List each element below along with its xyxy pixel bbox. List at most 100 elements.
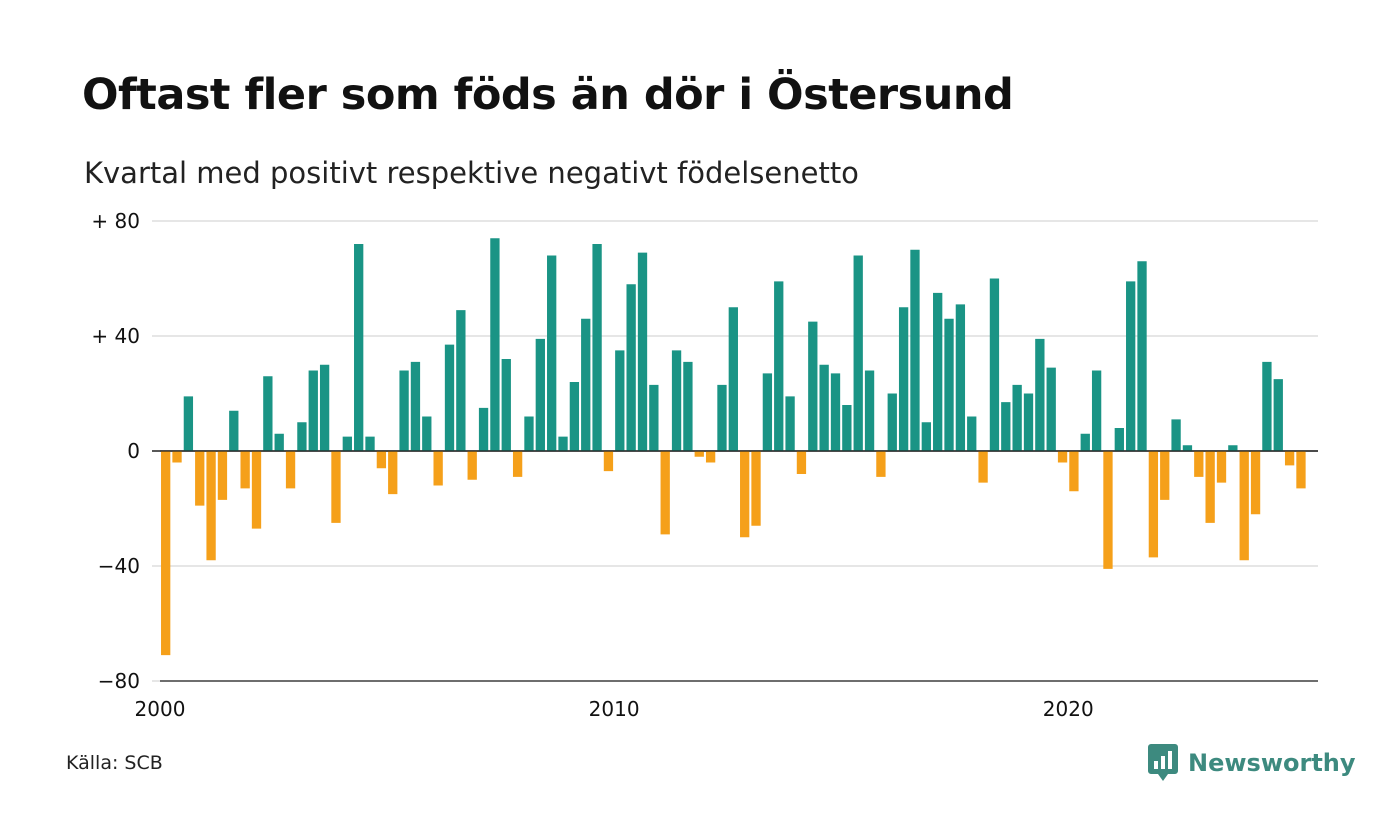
chart-title: Oftast fler som föds än dör i Östersund [82, 70, 1014, 120]
bar-positive [354, 244, 364, 451]
bar-positive [898, 307, 909, 451]
bar-negative [876, 451, 886, 477]
bar-positive [649, 384, 659, 452]
bar-positive [1171, 419, 1181, 452]
bar-negative [251, 451, 262, 529]
bar-positive [524, 416, 534, 451]
bar-negative [240, 451, 250, 489]
bar-positive [808, 321, 818, 452]
bar-positive [887, 393, 897, 451]
bar-positive [1080, 433, 1090, 451]
bar-positive [921, 422, 931, 451]
bar-positive [547, 255, 557, 451]
bar-negative [161, 451, 171, 656]
bar-positive [910, 249, 920, 451]
bar-negative [1069, 451, 1079, 492]
bar-positive [717, 384, 727, 452]
bar-positive [444, 344, 455, 452]
bar-positive [342, 436, 352, 452]
bar-positive [967, 416, 977, 451]
bar-positive [308, 370, 318, 451]
bar-negative [1103, 451, 1113, 569]
bar-positive [615, 350, 625, 452]
bar-positive [853, 255, 863, 451]
bar-positive [683, 361, 693, 452]
bar-negative [285, 451, 296, 489]
bar-positive [762, 373, 773, 452]
bar-negative [978, 451, 988, 483]
bar-negative [1250, 451, 1261, 515]
bar-positive [671, 350, 682, 452]
bar-positive [319, 364, 330, 451]
bar-negative [796, 451, 807, 474]
x-tick-label: 2010 [589, 697, 640, 721]
bar-positive [864, 370, 875, 451]
bar-negative [1216, 451, 1227, 483]
bar-positive [1228, 445, 1238, 451]
bar-positive [569, 382, 580, 451]
bar-negative [206, 451, 216, 561]
bar-positive [410, 361, 421, 452]
bar-negative [1205, 451, 1215, 523]
bar-negative [694, 451, 704, 457]
chart-subtitle: Kvartal med positivt respektive negativt… [84, 156, 859, 190]
bar-negative [1148, 451, 1159, 558]
source-note: Källa: SCB [66, 752, 163, 774]
bar-negative [217, 451, 228, 500]
y-tick-label: + 80 [91, 209, 140, 233]
bar-positive [1012, 384, 1022, 452]
bar-negative [1057, 451, 1068, 463]
bar-negative [603, 451, 614, 472]
bar-negative [705, 451, 716, 463]
bar-positive [1091, 370, 1102, 451]
bar-positive [989, 278, 1000, 451]
bar-positive [399, 370, 409, 451]
bar-positive [558, 436, 568, 452]
bar-negative [195, 451, 205, 506]
bar-positive [1046, 367, 1056, 452]
bar-positive [1273, 379, 1283, 452]
bar-positive [501, 359, 511, 451]
bar-positive [819, 364, 829, 451]
bar-negative [740, 451, 750, 538]
bar-positive [1035, 338, 1045, 452]
bar-positive [1137, 261, 1147, 451]
bar-negative [1296, 451, 1306, 489]
bar-positive [626, 284, 636, 451]
bar-negative [331, 451, 341, 523]
bar-negative [1239, 451, 1249, 561]
x-tick-label: 2020 [1043, 697, 1094, 721]
brand-name: Newsworthy [1188, 749, 1356, 777]
bar-positive [263, 376, 273, 451]
bar-negative [1160, 451, 1170, 500]
y-tick-label: −40 [98, 554, 140, 578]
bar-positive [581, 318, 591, 451]
bar-positive [944, 318, 954, 451]
brand[interactable]: Newsworthy [1148, 744, 1356, 782]
bar-positive [422, 416, 432, 451]
bar-positive [1182, 445, 1193, 451]
bar-positive [229, 410, 239, 451]
bar-positive [274, 433, 284, 451]
axes: + 80 + 40 0 −40 −80 2000 2010 2020 [91, 209, 1318, 721]
bar-positive [183, 396, 194, 452]
bar-positive [1001, 402, 1011, 452]
bar-positive [774, 281, 784, 452]
y-tick-label: + 40 [91, 324, 140, 348]
bar-positive [478, 407, 489, 452]
bar-positive [842, 405, 852, 451]
newsworthy-logo-icon [1148, 744, 1178, 781]
bar-positive [1023, 393, 1034, 451]
bar-positive [535, 338, 545, 452]
bar-positive [637, 252, 648, 452]
bar-negative [172, 451, 182, 463]
bar-positive [955, 304, 966, 452]
bar-positive [297, 422, 307, 451]
bar-positive [490, 238, 500, 451]
bar-positive [1114, 428, 1124, 451]
y-tick-label: −80 [98, 669, 140, 693]
bar-positive [456, 310, 466, 452]
bar-negative [467, 451, 477, 480]
bar-positive [1126, 281, 1136, 452]
